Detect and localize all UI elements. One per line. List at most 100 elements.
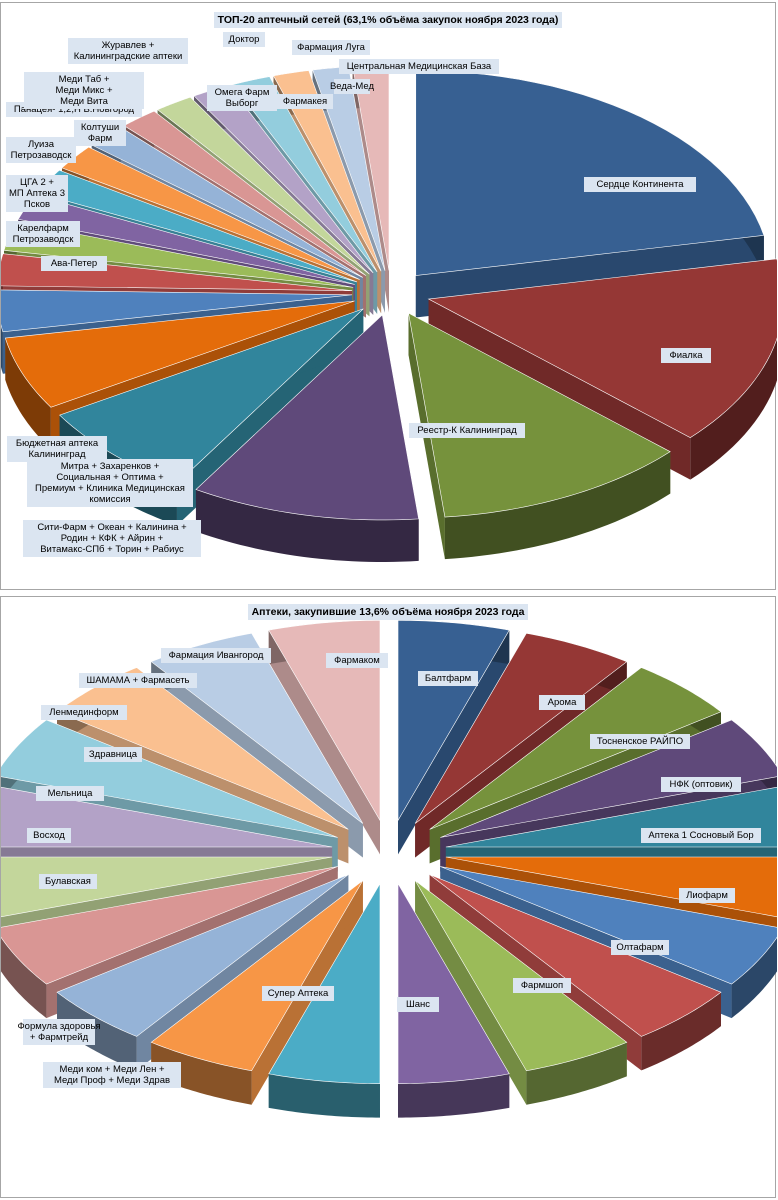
slice-label: Меди ком + Меди Лен + Меди Проф + Меди Зд…	[54, 1064, 170, 1086]
pie-slice-rim	[398, 1073, 510, 1118]
slice-label-bg	[223, 32, 265, 47]
pie-slice	[1, 289, 353, 333]
slice-label: Фиалка	[669, 350, 703, 361]
pie-slice	[1, 786, 333, 848]
pie-slice	[414, 632, 628, 824]
pie-slice	[56, 874, 349, 1037]
slice-label-bg	[661, 348, 711, 363]
slice-label-bg	[292, 40, 370, 55]
slice-label: Балтфарм	[425, 673, 471, 684]
slice-label: Журавлев + Калининградские аптеки	[74, 40, 183, 62]
slice-label-bg	[23, 520, 201, 557]
pie-slice-rim	[151, 1042, 252, 1105]
slice-label: Супер Аптека	[268, 988, 329, 999]
slice-label: Восход	[33, 830, 65, 841]
pie-slice	[232, 76, 378, 273]
pie-slice-rim	[690, 258, 777, 480]
pie-slice	[429, 874, 722, 1037]
pie-slice	[1, 866, 338, 985]
pie-slice-rim	[1, 325, 3, 374]
slice-label-bg	[27, 828, 71, 843]
pie-slice	[414, 880, 628, 1072]
slice-label: Лиофарм	[686, 890, 728, 901]
slice-label-bg	[6, 137, 76, 163]
slice-label: Фармаком	[334, 655, 380, 666]
slice-label-bg	[590, 734, 690, 749]
slice-label: Тосненское РАЙПО	[597, 735, 683, 747]
slice-label-bg	[207, 85, 277, 111]
chart-title-text: Аптеки, закупившие 13,6% объёма ноября 2…	[247, 604, 529, 620]
slice-label-bg	[262, 986, 334, 1001]
slice-label: Фармакея	[283, 96, 327, 107]
slice-label-bg	[74, 120, 126, 146]
slice-label: Арома	[548, 697, 577, 708]
pie-slice-rim	[5, 338, 51, 450]
slice-label: Фармшоп	[521, 980, 563, 991]
pie-slice	[1, 856, 333, 918]
pie-chart-top20: Сердце Континента Фиалка Реестр-К Калининг…	[1, 32, 777, 562]
pie-slice	[123, 110, 367, 276]
pie-slice	[427, 258, 777, 438]
pie-slice	[268, 882, 381, 1084]
slice-label-bg	[41, 256, 107, 271]
slice-label: Здравница	[89, 749, 138, 760]
slice-label: Карелфарм Петрозаводск	[13, 223, 75, 245]
chart-panel-pharmacies: Аптеки, закупившие 13,6% объёма ноября 2…	[0, 596, 777, 1198]
pie-slice	[440, 719, 777, 838]
slice-label: Мельница	[48, 788, 93, 799]
chart-title: ТОП-20 аптечный сетей (63,1% объёма заку…	[1, 10, 775, 28]
pie-slice	[268, 620, 381, 822]
slice-label-bg	[409, 423, 525, 438]
slice-label: Фармация Луга	[297, 42, 365, 53]
slice-label-bg	[161, 648, 271, 663]
slice-label-bg	[39, 874, 97, 889]
slice-label-bg	[27, 459, 193, 507]
pie-slice	[157, 96, 370, 275]
slice-label: Булавская	[45, 876, 91, 887]
pie-slice-wall	[415, 880, 527, 1105]
pie-slice-wall	[268, 630, 380, 855]
slice-label: Фармация Ивангород	[169, 650, 264, 661]
pie-slice-rim	[195, 489, 419, 562]
slice-label-bg	[6, 175, 68, 212]
slice-label: ШАМАМА + Фармасеть	[87, 675, 190, 686]
pie-slice-wall	[398, 630, 510, 855]
slice-label-bg	[41, 705, 127, 720]
slice-label: Центральная Медицинская База	[347, 61, 492, 72]
slice-label: Шанс	[406, 999, 430, 1010]
pie-slice	[440, 866, 777, 985]
slice-label-bg	[611, 940, 669, 955]
slice-label-bg	[397, 997, 439, 1012]
slice-label: Веда-Мед	[330, 81, 374, 92]
slice-label: Митра + Захаренков + Социальная + Оптима …	[35, 461, 185, 505]
pie-slice	[150, 880, 364, 1072]
pie-slice	[408, 312, 671, 518]
pie-slice-rim	[641, 992, 721, 1071]
pie-slice-rim	[1, 937, 47, 1019]
slice-label: Омега Фарм Выборг	[215, 87, 270, 109]
slice-label-bg	[584, 177, 696, 192]
slice-label-bg	[7, 436, 107, 462]
slice-label: Сити-Фарм + Океан + Калинина + Родин + КФ…	[37, 522, 187, 555]
pie-slice	[195, 314, 420, 521]
chart-panel-top20: ТОП-20 аптечный сетей (63,1% объёма заку…	[0, 2, 777, 590]
slice-label: Реестр-К Калининград	[417, 425, 517, 436]
slice-label-bg	[334, 79, 370, 94]
chart-title: Аптеки, закупившие 13,6% объёма ноября 2…	[1, 602, 775, 620]
pie-slice	[4, 300, 355, 408]
slice-label: Формула здоровья + Фармтрейд	[17, 1021, 100, 1043]
pie-slice	[397, 882, 510, 1084]
slice-label: Доктор	[229, 34, 260, 45]
slice-label: Ава-Петер	[51, 258, 97, 269]
slice-label-bg	[418, 671, 478, 686]
slice-label-bg	[6, 221, 80, 247]
slice-label-bg	[326, 653, 388, 668]
slice-label: Олтафарм	[616, 942, 663, 953]
pie-slice	[273, 70, 382, 272]
slice-label: Бюджетная аптека Калининград	[16, 438, 99, 460]
slice-label-bg	[23, 1019, 95, 1045]
pie-slice-rim	[57, 992, 137, 1071]
pie-slice-rim	[268, 1073, 380, 1118]
chart-title-text: ТОП-20 аптечный сетей (63,1% объёма заку…	[213, 12, 563, 28]
slice-label-bg	[679, 888, 735, 903]
